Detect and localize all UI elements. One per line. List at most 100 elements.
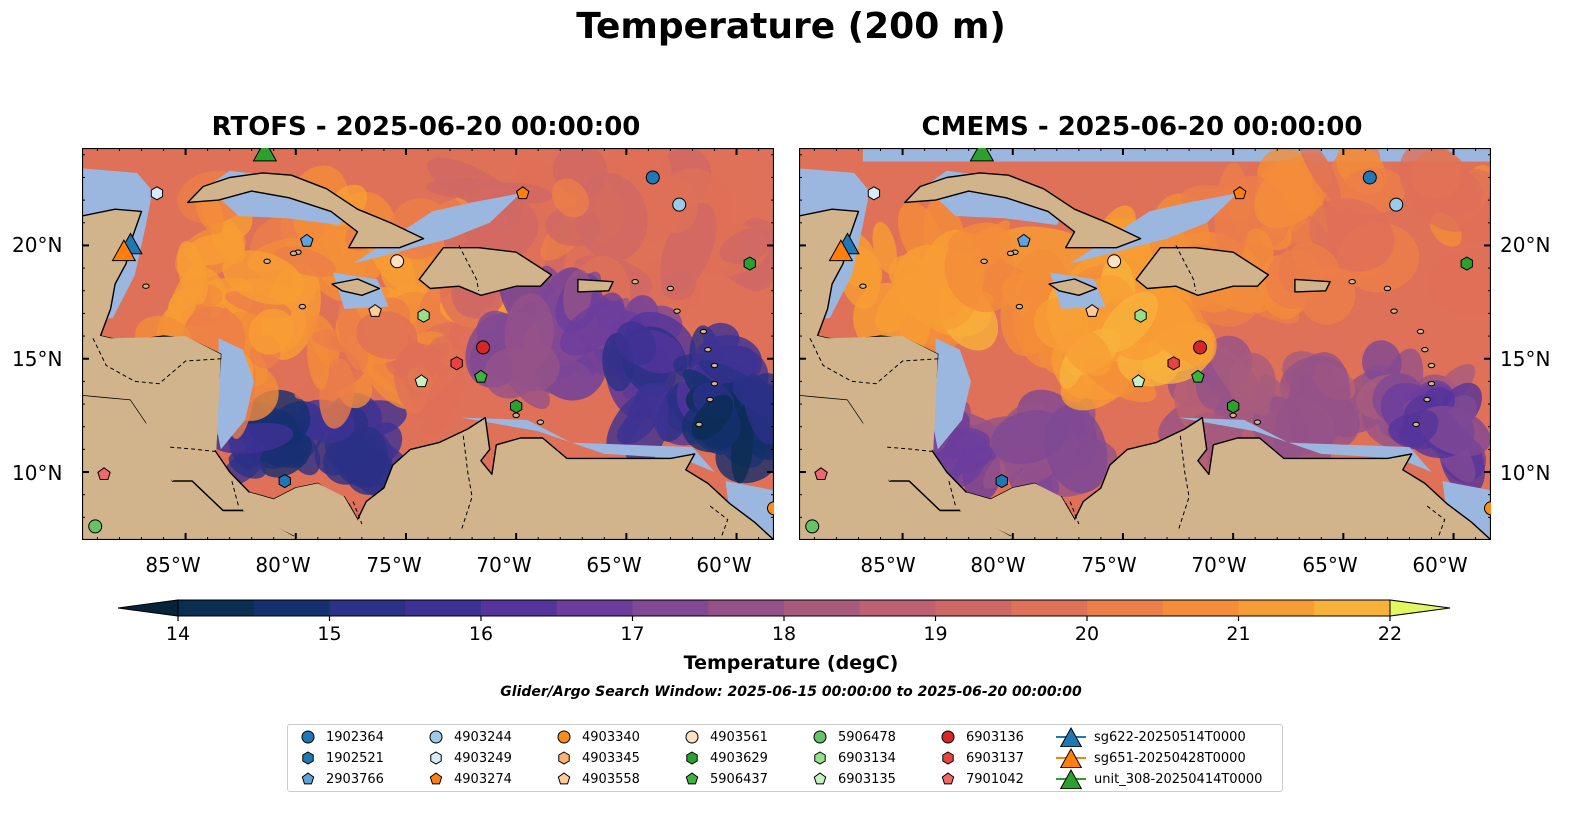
obs-marker-1902521[interactable] bbox=[278, 474, 291, 489]
legend-label: 2903766 bbox=[326, 771, 384, 787]
legend-label: 6903136 bbox=[966, 729, 1024, 745]
legend-item-unit_308-20250414T0000: unit_308-20250414T0000 bbox=[1056, 769, 1262, 789]
lon-label-70w-rtofs: 70°W bbox=[476, 553, 532, 577]
obs-marker-4903629[interactable] bbox=[1460, 256, 1473, 271]
lon-label-60w-cmems: 60°W bbox=[1412, 553, 1468, 577]
obs-marker-6903136[interactable] bbox=[476, 340, 491, 355]
temperature-colorbar: 14 15 16 17 18 19 20 21 22 bbox=[118, 599, 1451, 645]
colorbar-bin bbox=[253, 600, 330, 616]
legend-item-6903136: 6903136 bbox=[938, 727, 1024, 747]
colorbar-tick-label: 22 bbox=[1378, 623, 1402, 645]
legend-marker-icon bbox=[301, 730, 315, 744]
legend-label: sg622-20250514T0000 bbox=[1094, 729, 1246, 745]
legend-label: 4903244 bbox=[454, 729, 512, 745]
obs-marker-4903629[interactable] bbox=[743, 256, 756, 271]
obs-marker-6903135[interactable] bbox=[414, 374, 429, 388]
obs-marker-4903561[interactable] bbox=[1107, 254, 1122, 269]
colorbar-bin bbox=[708, 600, 785, 616]
colorbar-bin bbox=[784, 600, 861, 616]
obs-marker-5906478[interactable] bbox=[88, 519, 103, 534]
legend-item-4903244: 4903244 bbox=[426, 727, 512, 747]
legend-item-4903561: 4903561 bbox=[682, 727, 768, 747]
legend-marker-icon bbox=[301, 772, 315, 785]
glider-marker-sg651-20250428T0000[interactable] bbox=[111, 239, 137, 262]
obs-marker-4903274[interactable] bbox=[516, 186, 530, 200]
obs-marker-5906437[interactable] bbox=[1191, 369, 1205, 383]
obs-marker-1902364[interactable] bbox=[1362, 170, 1377, 185]
legend-marker-icon bbox=[813, 730, 827, 744]
obs-marker-2903766[interactable] bbox=[1017, 233, 1031, 247]
colorbar-bin bbox=[178, 600, 255, 616]
lon-label-80w-cmems: 80°W bbox=[970, 553, 1026, 577]
map-panel-rtofs[interactable] bbox=[82, 148, 774, 540]
glider-marker-unit_308-20250414T0000[interactable] bbox=[969, 148, 995, 162]
obs-marker-4903558[interactable] bbox=[368, 303, 382, 317]
colorbar-bin bbox=[1087, 600, 1164, 616]
obs-marker-4903558[interactable] bbox=[1085, 303, 1099, 317]
obs-marker-6903135[interactable] bbox=[1131, 374, 1146, 388]
legend-item-sg622-20250514T0000: sg622-20250514T0000 bbox=[1056, 727, 1246, 747]
legend-item-4903345: 4903345 bbox=[554, 748, 640, 768]
lon-label-85w-rtofs: 85°W bbox=[145, 553, 201, 577]
lon-label-75w-rtofs: 75°W bbox=[366, 553, 422, 577]
legend-marker-icon bbox=[685, 772, 699, 785]
legend-marker-icon bbox=[814, 751, 826, 765]
legend-marker-icon bbox=[1056, 748, 1086, 768]
glider-marker-unit_308-20250414T0000[interactable] bbox=[252, 148, 278, 162]
legend-label: 5906478 bbox=[838, 729, 896, 745]
legend-label: 6903135 bbox=[838, 771, 896, 787]
colorbar-bin bbox=[1162, 600, 1239, 616]
obs-marker-1902364[interactable] bbox=[645, 170, 660, 185]
lat-label-15n-right: 15°N bbox=[1500, 347, 1551, 371]
colorbar-tick-label: 21 bbox=[1226, 623, 1250, 645]
lon-label-70w-cmems: 70°W bbox=[1191, 553, 1247, 577]
obs-marker-6903134[interactable] bbox=[417, 308, 430, 323]
legend-item-6903137: 6903137 bbox=[938, 748, 1024, 768]
legend-label: 4903629 bbox=[710, 750, 768, 766]
obs-marker-6903136[interactable] bbox=[1193, 340, 1208, 355]
legend-label: 4903561 bbox=[710, 729, 768, 745]
obs-marker-5906478[interactable] bbox=[805, 519, 820, 534]
legend-marker-icon bbox=[557, 772, 571, 785]
colorbar-label: Temperature (degC) bbox=[683, 652, 899, 674]
lat-label-15n-left: 15°N bbox=[12, 347, 63, 371]
obs-marker-6903134[interactable] bbox=[1134, 308, 1147, 323]
map-panel-cmems[interactable] bbox=[799, 148, 1491, 540]
obs-marker-4903629[interactable] bbox=[1227, 399, 1240, 414]
colorbar-tick-label: 14 bbox=[166, 623, 190, 645]
colorbar-tick-label: 15 bbox=[317, 623, 341, 645]
legend-marker-icon bbox=[941, 772, 955, 785]
obs-marker-4903249[interactable] bbox=[867, 186, 881, 201]
obs-marker-4903561[interactable] bbox=[390, 254, 405, 269]
legend-item-5906478: 5906478 bbox=[810, 727, 896, 747]
obs-marker-4903274[interactable] bbox=[1233, 186, 1247, 200]
legend-label: 4903345 bbox=[582, 750, 640, 766]
legend-label: 4903249 bbox=[454, 750, 512, 766]
legend-marker-icon bbox=[686, 751, 698, 765]
obs-marker-4903244[interactable] bbox=[1389, 197, 1404, 212]
obs-marker-7901042[interactable] bbox=[814, 467, 828, 480]
obs-marker-6903137[interactable] bbox=[450, 356, 463, 371]
obs-marker-4903340[interactable] bbox=[1484, 501, 1492, 516]
legend-label: 1902521 bbox=[326, 750, 384, 766]
panel-title-rtofs: RTOFS - 2025-06-20 00:00:00 bbox=[211, 112, 641, 142]
legend-item-7901042: 7901042 bbox=[938, 769, 1024, 789]
obs-marker-4903244[interactable] bbox=[672, 197, 687, 212]
obs-marker-2903766[interactable] bbox=[300, 233, 314, 247]
obs-marker-4903340[interactable] bbox=[767, 501, 775, 516]
obs-marker-4903249[interactable] bbox=[150, 186, 164, 201]
obs-marker-1902521[interactable] bbox=[995, 474, 1008, 489]
legend-label: unit_308-20250414T0000 bbox=[1094, 771, 1263, 787]
obs-marker-4903629[interactable] bbox=[510, 399, 523, 414]
obs-marker-6903137[interactable] bbox=[1167, 356, 1180, 371]
obs-marker-7901042[interactable] bbox=[97, 467, 111, 480]
lat-label-10n-left: 10°N bbox=[12, 461, 63, 485]
glider-marker-sg651-20250428T0000[interactable] bbox=[828, 239, 854, 262]
colorbar-tick-label: 16 bbox=[469, 623, 493, 645]
lon-label-60w-rtofs: 60°W bbox=[696, 553, 752, 577]
legend-marker-icon bbox=[429, 772, 443, 785]
legend-marker-icon bbox=[557, 730, 571, 744]
colorbar-bin bbox=[859, 600, 936, 616]
obs-marker-5906437[interactable] bbox=[474, 369, 488, 383]
lon-label-65w-cmems: 65°W bbox=[1302, 553, 1358, 577]
